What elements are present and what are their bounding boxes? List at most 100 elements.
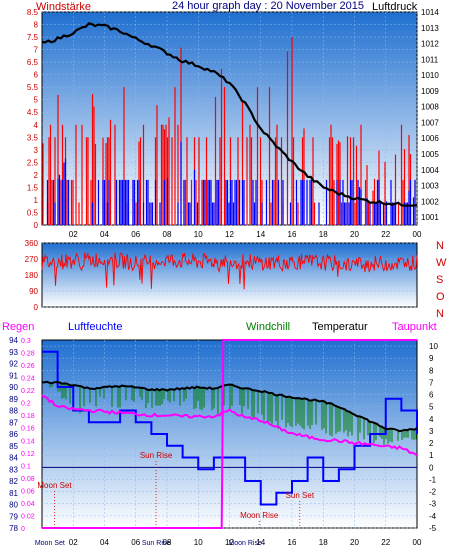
wind-axis-label: Windstärke xyxy=(36,1,91,13)
wind-tick-label: 4 xyxy=(34,121,39,130)
humidity-tick-label: 91 xyxy=(9,371,18,380)
pressure-tick-label: 1009 xyxy=(421,87,439,96)
rain-tick-label: 0.28 xyxy=(21,351,35,358)
humidity-tick-label: 94 xyxy=(9,336,18,345)
regen-label: Regen xyxy=(2,321,34,333)
temp-x-tick-label: 14 xyxy=(256,538,265,547)
humidity-series-line xyxy=(42,350,418,506)
temp-x-tick-label: 06 xyxy=(131,538,140,547)
wind-bars xyxy=(42,37,416,225)
rain-tick-label: 0.04 xyxy=(21,501,35,508)
pressure-tick-label: 1005 xyxy=(421,150,439,159)
rain-tick-label: 0.1 xyxy=(21,463,31,470)
temp-tick-label: -3 xyxy=(429,500,437,509)
rain-tick-label: 0.22 xyxy=(21,388,35,395)
pressure-tick-label: 1001 xyxy=(421,213,439,222)
temp-tick-label: 0 xyxy=(429,463,434,472)
rain-tick-label: 0.3 xyxy=(21,338,31,345)
wind-tick-label: 0 xyxy=(34,221,39,230)
temp-x-tick-label: 04 xyxy=(100,538,109,547)
rain-tick-label: 0.08 xyxy=(21,476,35,483)
direction-tick-label: 270 xyxy=(25,255,39,264)
wind-x-tick-label: 00 xyxy=(413,230,422,239)
humidity-tick-label: 78 xyxy=(9,524,18,533)
wind-x-tick-label: 18 xyxy=(319,230,328,239)
wind-tick-label: 2.5 xyxy=(27,158,39,167)
wind-left-ticks: 0 0.5 1 1.5 2 2.5 3 3.5 4 4.5 5 5.5 6 6.5 7 7.5 8 8.5 xyxy=(27,8,39,230)
direction-tick-label: 360 xyxy=(25,239,39,248)
pressure-tick-label: 1014 xyxy=(421,8,439,17)
wind-x-tick-label: 12 xyxy=(225,230,234,239)
rain-tick-label: 0.12 xyxy=(21,451,35,458)
pressure-line xyxy=(41,22,418,207)
temp-tick-label: 4 xyxy=(429,415,434,424)
rain-tick-label: 0.18 xyxy=(21,413,35,420)
temp-tick-label: -2 xyxy=(429,488,437,497)
temp-x-tick-label: 20 xyxy=(350,538,359,547)
temp-tick-label: 3 xyxy=(429,427,434,436)
temperature-ticks: -5 -4 -3 -2 -1 0 1 2 3 4 5 6 7 8 9 10 xyxy=(429,342,438,533)
wind-tick-label: 1 xyxy=(34,196,39,205)
rain-series-line xyxy=(42,339,417,529)
pressure-tick-label: 1004 xyxy=(421,166,439,175)
astro-annotation: Moon Rise xyxy=(240,511,279,520)
temp-x-tick-label: 12 xyxy=(225,538,234,547)
pressure-tick-label: 1002 xyxy=(421,197,439,206)
astro-annotations: Moon Set Sun Rise Moon Rise Sun Set xyxy=(37,451,315,528)
wind-tick-label: 6.5 xyxy=(27,58,39,67)
rain-tick-label: 0.06 xyxy=(21,488,35,495)
rain-tick-label: 0.16 xyxy=(21,426,35,433)
temp-x-tick-label: 02 xyxy=(69,538,78,547)
wind-right-ticks: 1001 1002 1003 1004 1005 1006 1007 1008 1009 1010… xyxy=(421,8,439,222)
wind-x-tick-label: 14 xyxy=(256,230,265,239)
wind-tick-label: 4.5 xyxy=(27,108,39,117)
direction-tick-label: 90 xyxy=(29,287,38,296)
rain-tick-label: 0.14 xyxy=(21,438,35,445)
temperature-series-line xyxy=(41,380,418,433)
humidity-tick-label: 92 xyxy=(9,360,18,369)
humidity-tick-label: 87 xyxy=(9,418,18,427)
temp-x-tick-label: 00 xyxy=(413,538,422,547)
temp-tick-label: -1 xyxy=(429,475,437,484)
astro-annotation: Moon Set xyxy=(37,481,72,490)
dewpoint-series-line xyxy=(41,394,418,457)
pressure-tick-label: 1011 xyxy=(421,55,439,64)
wind-x-tick-label: 20 xyxy=(350,230,359,239)
direction-ticks: 0 90 180 270 360 xyxy=(25,239,39,312)
temp-x-tick-label: 10 xyxy=(194,538,203,547)
pressure-tick-label: 1013 xyxy=(421,24,439,33)
wind-tick-label: 8 xyxy=(34,21,39,30)
direction-line xyxy=(41,252,418,290)
wind-tick-label: 3.5 xyxy=(27,133,39,142)
direction-series-line xyxy=(41,252,418,290)
compass-label: O xyxy=(436,291,445,303)
wind-x-tick-label: 16 xyxy=(288,230,297,239)
wind-x-tick-label: 04 xyxy=(100,230,109,239)
temp-x-tick-label: Moon Set xyxy=(35,540,65,547)
pressure-tick-label: 1003 xyxy=(421,182,439,191)
wind-x-tick-label: 10 xyxy=(194,230,203,239)
rain-tick-label: 0.26 xyxy=(21,363,35,370)
pressure-tick-label: 1007 xyxy=(421,118,439,127)
pressure-tick-label: 1012 xyxy=(421,40,439,49)
humidity-tick-label: 88 xyxy=(9,407,18,416)
humidity-tick-label: 93 xyxy=(9,348,18,357)
wind-tick-label: 7 xyxy=(34,46,39,55)
wind-tick-label: 3 xyxy=(34,146,39,155)
humidity-tick-label: 84 xyxy=(9,454,18,463)
temp-tick-label: -5 xyxy=(429,524,437,533)
windchill-label: Windchill xyxy=(246,321,290,333)
wind-x-tick-label: 22 xyxy=(381,230,390,239)
rain-tick-label: 0 xyxy=(21,526,25,533)
chart-title: 24 hour graph day : 20 November 2015 xyxy=(172,0,364,12)
humidity-tick-label: 89 xyxy=(9,395,18,404)
rain-tick-label: 0.2 xyxy=(21,401,31,408)
temp-tick-label: -4 xyxy=(429,512,437,521)
temp-tick-label: 8 xyxy=(429,366,434,375)
humidity-label: Luftfeuchte xyxy=(68,321,122,333)
wind-tick-label: 5.5 xyxy=(27,83,39,92)
wind-x-ticks: 02 04 06 08 10 12 14 16 18 20 22 00 xyxy=(69,230,422,239)
humidity-ticks: 78 79 80 81 82 83 84 85 86 87 88 89 90 91 92 93 94 xyxy=(9,336,18,533)
